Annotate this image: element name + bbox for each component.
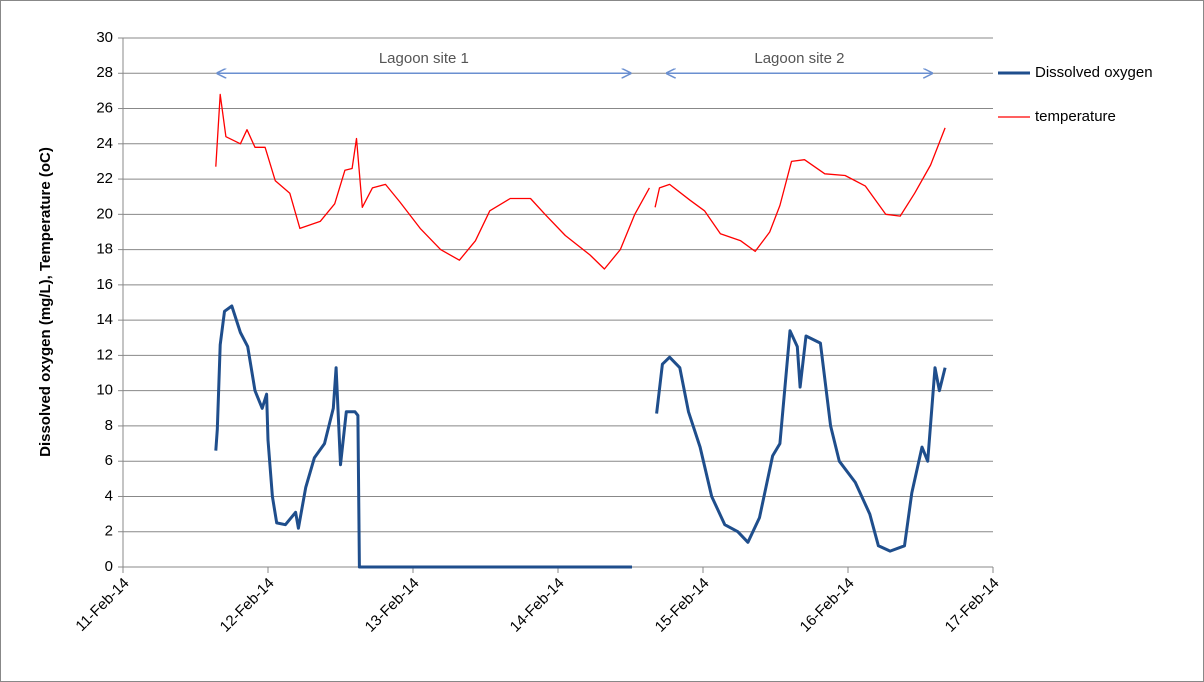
- legend-label: temperature: [1035, 108, 1116, 125]
- data-line: [655, 329, 947, 553]
- y-tick-label: 12: [96, 346, 113, 363]
- data-line: [215, 93, 650, 270]
- y-tick-label: 14: [96, 311, 113, 328]
- legend-label: Dissolved oxygen: [1035, 64, 1153, 81]
- annotation: Lagoon site 1: [379, 50, 469, 67]
- y-tick-label: 8: [105, 417, 113, 434]
- y-tick-label: 2: [105, 523, 113, 540]
- y-tick-label: 24: [96, 135, 113, 152]
- y-tick-label: 16: [96, 276, 113, 293]
- y-tick-label: 22: [96, 170, 113, 187]
- y-tick-label: 18: [96, 241, 113, 258]
- y-tick-label: 0: [105, 558, 113, 575]
- data-line: [214, 304, 632, 569]
- y-tick-label: 28: [96, 64, 113, 81]
- y-tick-label: 26: [96, 100, 113, 117]
- y-tick-label: 20: [96, 205, 113, 222]
- y-tick-label: 6: [105, 452, 113, 469]
- y-axis-label: Dissolved oxygen (mg/L), Temperature (oC…: [37, 147, 54, 457]
- y-tick-label: 30: [96, 29, 113, 46]
- data-line: [654, 127, 946, 253]
- annotation: Lagoon site 2: [754, 50, 844, 67]
- y-tick-label: 4: [105, 487, 113, 504]
- y-tick-label: 10: [96, 382, 113, 399]
